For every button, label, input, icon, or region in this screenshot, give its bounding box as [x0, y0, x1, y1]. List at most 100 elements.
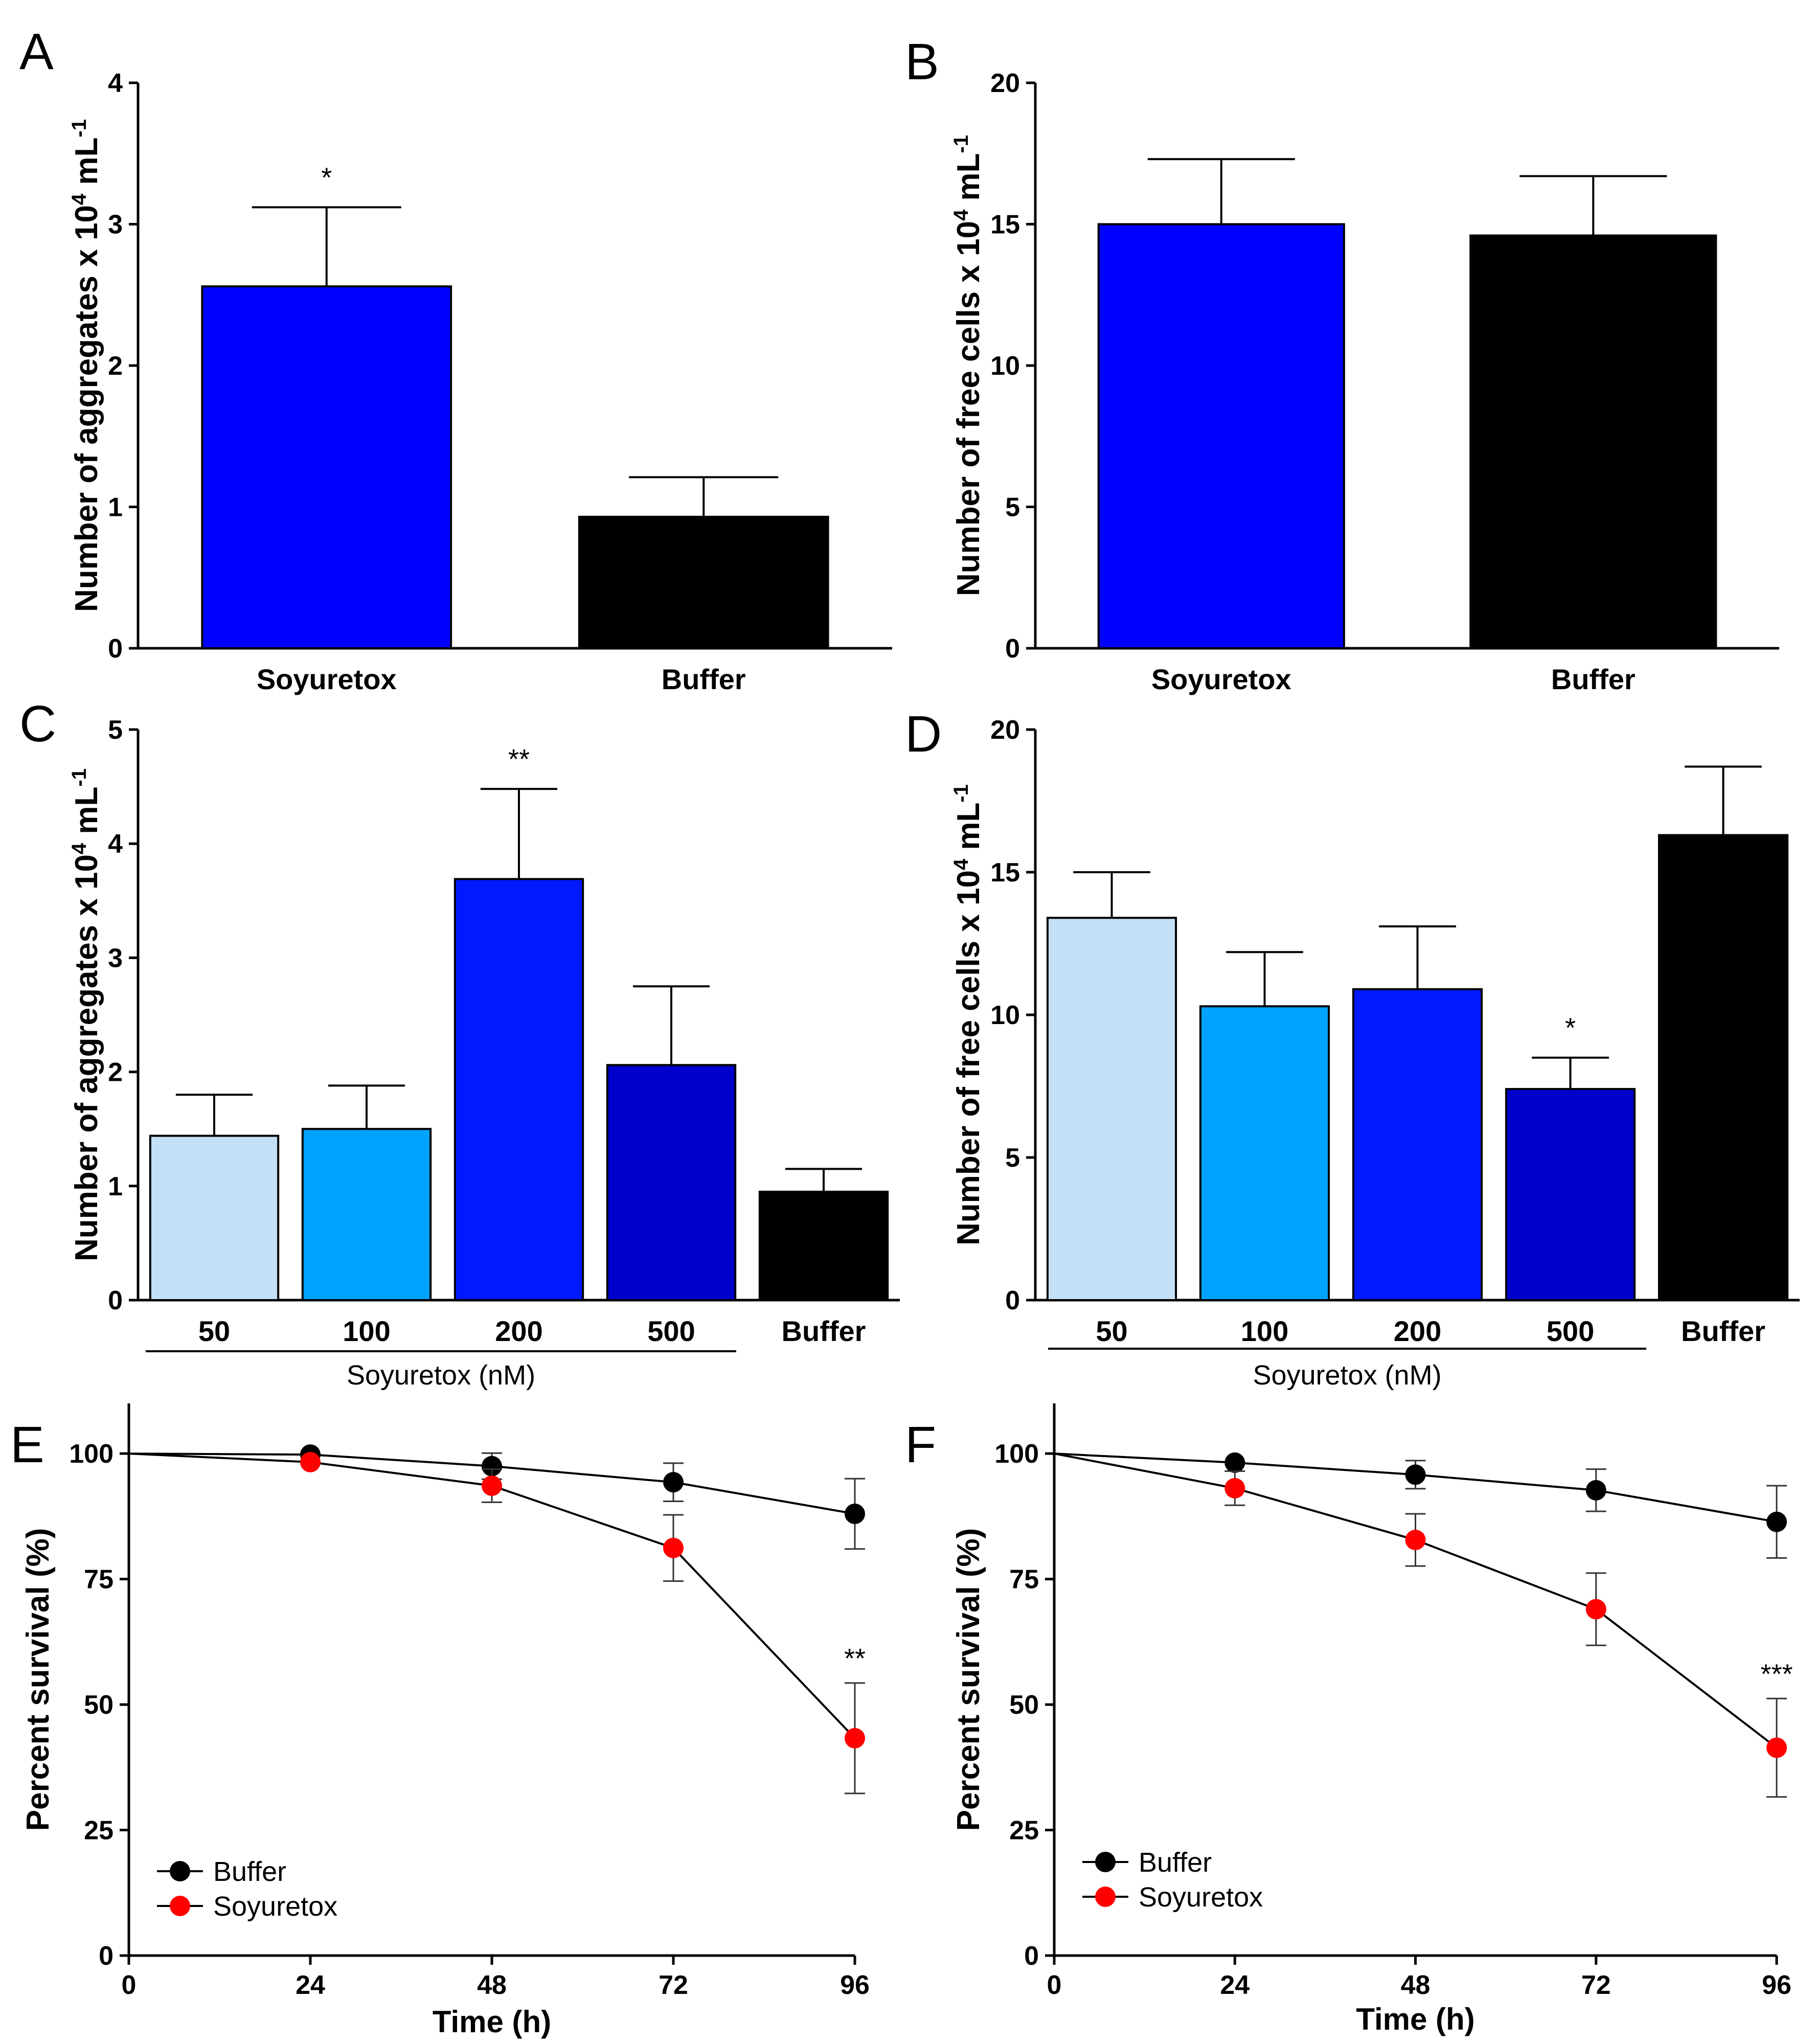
panel-e-legend-marker-soyuretox	[170, 1896, 190, 1916]
panel-b-y-axis-title-unit-exp: -1	[950, 135, 972, 153]
panel-d-y-tick-label: 10	[990, 1001, 1020, 1030]
panel-c-category-label: 100	[343, 1315, 390, 1347]
panel-f-series-soyuretox-point	[1585, 1599, 1606, 1620]
panel-d-y-axis-title-ylabel: Number of free cells x 10	[951, 870, 986, 1245]
panel-d-category-label: Buffer	[1681, 1315, 1765, 1347]
panel-e-legend-marker-buffer	[170, 1861, 190, 1881]
panel-f-series-buffer-point	[1224, 1452, 1245, 1473]
panel-d-y-tick-label: 5	[1005, 1143, 1020, 1173]
panel-c-y-tick-label: 3	[108, 943, 123, 973]
panel-e-series-buffer-point	[482, 1456, 502, 1477]
panel-c-y-axis-title-ylabel: Number of aggregates x 10	[69, 854, 104, 1261]
panel-e-series-buffer-point	[663, 1472, 684, 1493]
panel-f-y-tick-label: 75	[1009, 1565, 1039, 1595]
panel-e-x-axis-title: Time (h)	[433, 2005, 551, 2039]
panel-e-series-soyuretox-point	[663, 1537, 684, 1558]
panel-f-series-soyuretox-point	[1405, 1530, 1426, 1551]
panel-f-y-tick-label: 50	[1009, 1690, 1039, 1720]
panel-a-y-tick-label: 4	[108, 69, 123, 98]
panel-d-category-label: 500	[1547, 1315, 1594, 1347]
panel-e-series-buffer-point	[845, 1504, 865, 1524]
panel-b-y-tick-label: 0	[1005, 634, 1020, 664]
panel-d-bar-200	[1352, 988, 1483, 1301]
panel-f-label: F	[905, 1416, 936, 1473]
panel-d-group-label: Soyuretox (nM)	[1253, 1360, 1441, 1391]
panel-a-y-axis-title-ylabel: Number of aggregates x 10	[69, 205, 104, 612]
panel-a-y-tick-label: 2	[108, 351, 123, 381]
panel-f-y-tick-label: 0	[1024, 1941, 1039, 1971]
panel-f-legend-marker-buffer	[1095, 1852, 1116, 1872]
panel-d-y-tick-label: 15	[990, 858, 1020, 888]
panel-a-y-axis-title-unit: mL	[69, 138, 104, 194]
panel-c-category-label: 200	[495, 1315, 542, 1347]
panel-e-y-tick-label: 0	[99, 1941, 114, 1971]
panel-c-y-tick-label: 1	[108, 1172, 123, 1201]
panel-b-label: B	[905, 33, 939, 90]
panel-a-category-label: Soyuretox	[257, 663, 397, 695]
panel-c-category-label: 50	[198, 1315, 230, 1347]
panel-c-category-label: 500	[647, 1315, 695, 1347]
panel-a-y-axis-title: Number of aggregates x 104 mL-1	[68, 119, 104, 612]
panel-b-y-axis-title-unit: mL	[951, 153, 986, 210]
panel-c-label: C	[19, 695, 56, 753]
panel-c-category-label: Buffer	[782, 1315, 866, 1347]
panel-f-x-tick-label: 72	[1581, 1970, 1611, 2000]
panel-e-significance-marker: **	[844, 1643, 866, 1674]
panel-a-significance-marker: *	[321, 162, 332, 193]
panel-e-x-tick-label: 96	[840, 1970, 870, 2000]
panel-c-group-label: Soyuretox (nM)	[347, 1360, 535, 1391]
panel-e-x-tick-label: 0	[122, 1970, 137, 2000]
panel-c-y-axis-title-unit-exp: -1	[68, 768, 90, 787]
panel-b: B 0 5 10 15 20 Number of free cells x 104 mL-1…	[905, 33, 1779, 695]
panel-d-bar-500	[1505, 1088, 1636, 1302]
panel-b-y-tick-label: 5	[1005, 493, 1020, 523]
panel-e-y-tick-label: 100	[69, 1439, 114, 1469]
panel-f-significance-marker: ***	[1760, 1659, 1793, 1689]
panel-b-bar-buffer	[1469, 234, 1717, 649]
panel-d-category-label: 100	[1241, 1315, 1288, 1347]
panel-a-bar-buffer	[578, 515, 829, 649]
panel-b-y-axis-title-ylabel: Number of free cells x 10	[951, 221, 986, 596]
panel-a-category-label: Buffer	[662, 663, 746, 695]
panel-a-y-axis-title-unit-exp: -1	[68, 119, 90, 138]
panel-d-significance-marker: *	[1565, 1013, 1576, 1043]
panel-d-category-label: 200	[1394, 1315, 1441, 1347]
panel-c-y-tick-label: 4	[108, 829, 123, 859]
panel-b-y-axis-title: Number of free cells x 104 mL-1	[950, 135, 986, 596]
panel-c-y-tick-label: 5	[108, 715, 123, 745]
panel-f-x-tick-label: 24	[1220, 1970, 1250, 2000]
panel-f-y-tick-label: 100	[994, 1439, 1039, 1469]
panel-e: E 0 25 50 75 100 0 24 48 72 96 Percent survival (%)…	[10, 1403, 870, 2039]
panel-d-y-tick-label: 0	[1005, 1286, 1020, 1315]
panel-c-y-axis-title: Number of aggregates x 104 mL-1	[68, 768, 104, 1261]
panel-b-y-tick-label: 20	[990, 69, 1020, 98]
panel-f-series-soyuretox-line	[1054, 1452, 1778, 1749]
panel-d-y-axis-title: Number of free cells x 104 mL-1	[950, 784, 986, 1245]
panel-e-series-soyuretox-point	[482, 1475, 502, 1496]
panel-e-y-tick-label: 75	[84, 1565, 114, 1595]
panel-b-y-axis-title-exp: 4	[950, 209, 972, 221]
panel-e-series-soyuretox-point	[845, 1728, 865, 1748]
panel-f-series-buffer-point	[1766, 1511, 1787, 1532]
panel-e-series-soyuretox-point	[300, 1451, 321, 1472]
panel-c-bar-100	[301, 1128, 432, 1301]
panel-b-y-tick-label: 15	[990, 210, 1020, 240]
panel-c-bar-200	[453, 878, 584, 1301]
panel-a-y-tick-label: 3	[108, 210, 123, 240]
panel-f-x-tick-label: 48	[1401, 1970, 1431, 2000]
panel-a-y-tick-label: 0	[108, 634, 123, 664]
panel-f-series-soyuretox-point	[1766, 1737, 1787, 1758]
panel-f-legend-label-soyuretox: Soyuretox	[1139, 1882, 1263, 1913]
panel-f-x-tick-label: 96	[1762, 1970, 1791, 2000]
panel-f-legend-marker-soyuretox	[1095, 1887, 1116, 1907]
panel-f-legend-label-buffer: Buffer	[1139, 1847, 1212, 1878]
panel-c-significance-marker: **	[508, 744, 530, 775]
panel-f-series-buffer-point	[1585, 1480, 1606, 1501]
panel-a-bar-soyuretox	[201, 285, 452, 649]
panel-c-y-axis-title-unit: mL	[69, 787, 104, 843]
panel-f-y-axis-title: Percent survival (%)	[951, 1528, 986, 1831]
panel-d-bar-100	[1199, 1005, 1330, 1301]
